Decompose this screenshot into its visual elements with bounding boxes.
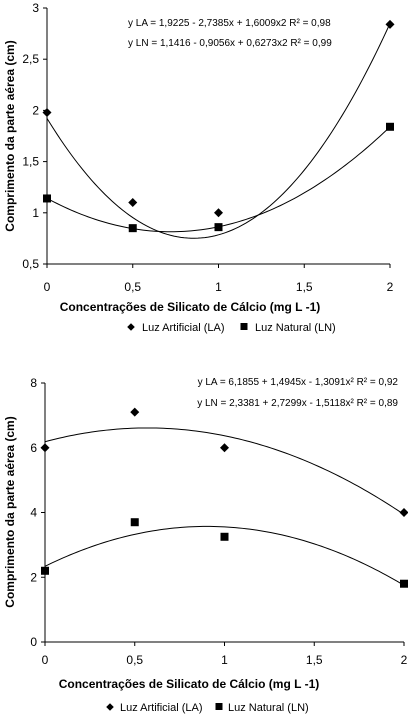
regression-equation-la: y LA = 1,9225 - 2,7385x + 1,6009x2 R² = … (128, 18, 331, 29)
legend-label-la: Luz Artificial (LA) (142, 322, 225, 334)
data-point-la (220, 443, 229, 453)
data-point-la (128, 198, 138, 208)
y-tick-label: 4 (30, 506, 37, 520)
legend-marker-ln (215, 703, 223, 710)
data-point-la (214, 208, 223, 218)
x-tick-label: 1 (221, 653, 228, 667)
x-tick-label: 0 (44, 280, 51, 294)
y-tick-label: 0 (30, 635, 37, 649)
x-tick-label: 0,5 (126, 653, 143, 667)
trendline-la (44, 427, 405, 515)
x-tick-label: 0 (42, 653, 49, 667)
data-point-la (130, 407, 140, 417)
x-tick-label: 1 (215, 280, 222, 294)
x-axis-title: Concentrações de Silicato de Cálcio (mg … (60, 300, 321, 314)
regression-equation-ln: y LN = 1,1416 - 0,9056x + 0,6273x2 R² = … (128, 38, 332, 49)
y-axis-title: Comprimento da parte aérea (cm) (3, 40, 17, 231)
data-point-ln (41, 566, 49, 575)
y-tick-label: 8 (30, 376, 37, 390)
data-point-ln (220, 532, 229, 541)
y-tick-label: 1 (32, 206, 39, 220)
data-point-ln (386, 122, 394, 131)
x-tick-label: 2 (387, 280, 394, 294)
y-tick-label: 3 (32, 1, 39, 15)
legend-label-ln: Luz Natural (LN) (228, 702, 309, 714)
legend-label-la: Luz Artificial (LA) (120, 702, 203, 714)
y-tick-label: 1,5 (22, 155, 39, 169)
data-point-ln (130, 518, 139, 527)
data-point-la (385, 19, 395, 29)
data-point-la (399, 508, 408, 517)
x-tick-label: 1,5 (296, 280, 313, 294)
chart-2: 0 2 4 6 8 0 0,5 1 1,5 2 Concentrações de Silicato … (3, 376, 408, 714)
data-point-la (40, 443, 50, 453)
legend-label-ln: Luz Natural (LN) (255, 322, 336, 334)
regression-equation-la: y LA = 6,1855 + 1,4945x - 1,3091x² R² = … (198, 377, 399, 388)
legend-marker-ln (240, 323, 248, 330)
x-tick-label: 0,5 (124, 280, 141, 294)
trendline-ln (44, 525, 405, 586)
legend-marker-la (106, 703, 114, 711)
y-tick-label: 2 (30, 570, 37, 584)
data-point-ln (400, 579, 408, 588)
data-point-la (42, 107, 52, 117)
y-tick-label: 2 (32, 103, 39, 117)
data-point-ln (43, 194, 51, 203)
x-axis-title: Concentrações de Silicato de Cálcio (mg … (59, 677, 320, 691)
data-point-ln (214, 223, 223, 232)
y-axis-title: Comprimento da parte aérea (cm) (3, 416, 17, 607)
x-tick-label: 2 (401, 653, 408, 667)
legend-marker-la (127, 323, 135, 331)
trendline-la (46, 23, 391, 239)
regression-equation-ln: y LN = 2,3381 + 2,7299x - 1,5118x² R² = … (197, 398, 398, 409)
y-tick-label: 2,5 (22, 52, 39, 66)
y-tick-label: 0,5 (22, 257, 39, 271)
data-point-ln (128, 224, 137, 233)
chart-1: 0,5 1 1,5 2 2,5 3 0 0,5 1 1,5 2 Concentrações de Si… (3, 1, 395, 334)
y-tick-label: 6 (30, 441, 37, 455)
x-tick-label: 1,5 (306, 653, 323, 667)
